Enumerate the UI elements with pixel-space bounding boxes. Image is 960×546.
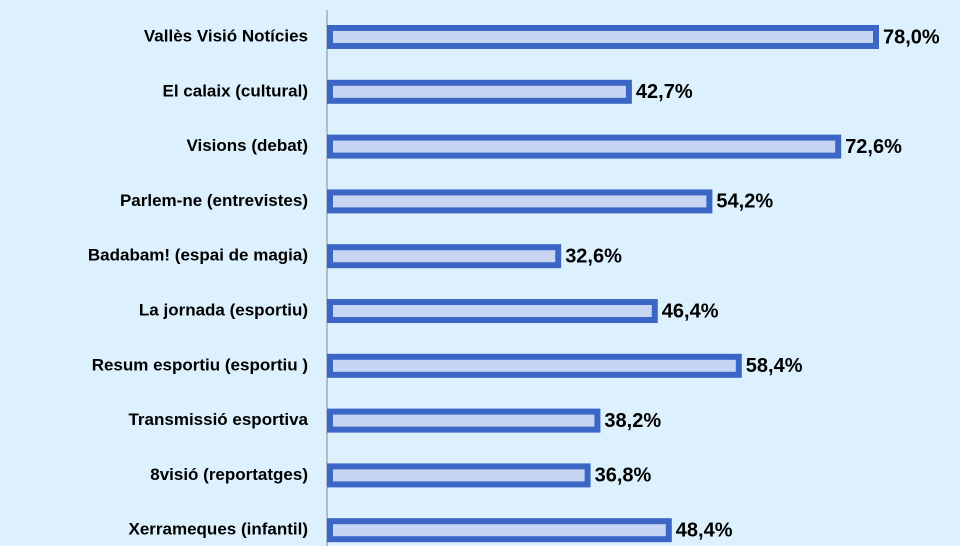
bar: [327, 463, 591, 488]
value-label: 58,4%: [746, 355, 803, 377]
category-label: Resum esportiu (esportiu ): [92, 355, 308, 374]
value-label: 48,4%: [676, 519, 733, 541]
category-label: Xerrameques (infantil): [129, 520, 309, 539]
category-label: Vallès Visió Notícies: [144, 26, 308, 45]
bar: [327, 79, 632, 104]
value-label: 46,4%: [662, 300, 719, 322]
category-label: Parlem-ne (entrevistes): [120, 191, 308, 210]
value-label: 38,2%: [604, 410, 661, 432]
value-label: 42,7%: [636, 81, 693, 103]
value-label: 72,6%: [845, 136, 902, 158]
bar: [327, 25, 879, 49]
value-label: 54,2%: [716, 191, 773, 213]
value-label: 32,6%: [565, 245, 622, 267]
bar: [327, 518, 672, 543]
category-label: La jornada (esportiu): [139, 300, 308, 319]
value-label: 36,8%: [595, 465, 652, 487]
value-label: 78,0%: [883, 26, 940, 48]
bar: [327, 299, 658, 323]
bar: [327, 408, 601, 433]
category-label: Transmissió esportiva: [128, 410, 308, 429]
bar: [327, 134, 842, 159]
category-label: El calaix (cultural): [163, 81, 309, 100]
bar: [327, 353, 742, 378]
bar: [327, 244, 562, 269]
category-label: 8visió (reportatges): [150, 465, 308, 484]
bar: [327, 189, 713, 214]
category-label: Visions (debat): [186, 136, 308, 155]
category-label: Badabam! (espai de magia): [88, 246, 308, 265]
